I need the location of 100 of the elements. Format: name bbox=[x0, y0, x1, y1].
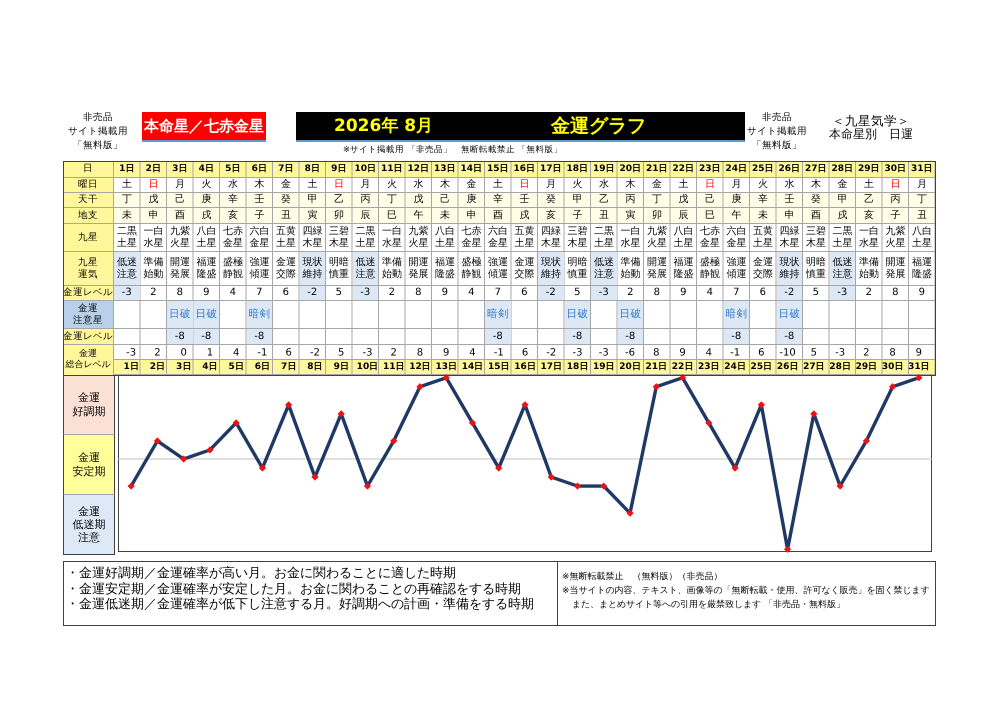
text: 九星運気 bbox=[78, 257, 98, 280]
text: 庚 bbox=[731, 194, 742, 206]
text: 金運安定期 bbox=[72, 451, 106, 478]
text: 二黒土星 bbox=[594, 226, 614, 250]
text: 5 bbox=[812, 287, 819, 299]
text: 二黒土星 bbox=[116, 226, 137, 250]
text: また、まとめサイト等への引用を厳禁致します 「非売品・無料版」 bbox=[572, 599, 845, 611]
text: 九紫火星 bbox=[408, 226, 428, 250]
text: 日破 bbox=[168, 308, 191, 321]
text: 申 bbox=[784, 210, 794, 222]
point bbox=[889, 383, 896, 390]
text: 乙 bbox=[598, 194, 609, 206]
text: 本命星別 日運 bbox=[828, 127, 914, 142]
text: 6 bbox=[760, 287, 766, 299]
point bbox=[758, 401, 765, 408]
x-tick-label: 21日 bbox=[646, 360, 668, 372]
text: -2 bbox=[546, 287, 556, 299]
text: 5 bbox=[336, 287, 342, 299]
data-label: 2 bbox=[390, 348, 397, 359]
text: ・金運安定期／金運確率が安定した月。お金に関わることの再確認をする時期 bbox=[66, 582, 521, 597]
data-label: 9 bbox=[443, 348, 450, 359]
text: 6 bbox=[282, 287, 289, 299]
text: -8 bbox=[784, 330, 794, 342]
text: 丁 bbox=[122, 194, 132, 206]
text: 壬 bbox=[254, 194, 264, 206]
text: 9 bbox=[442, 287, 448, 299]
x-tick-label: 10日 bbox=[356, 360, 378, 372]
text: 水 bbox=[784, 179, 794, 191]
text: 土 bbox=[864, 179, 874, 191]
text: 四緑木星 bbox=[302, 226, 322, 250]
x-tick-label: 4日 bbox=[202, 360, 218, 372]
text: 三碧木星 bbox=[328, 226, 349, 250]
data-label: -3 bbox=[598, 348, 609, 359]
text: 子 bbox=[572, 210, 582, 222]
text: ＜九星気学＞ bbox=[831, 113, 911, 128]
text: 甲 bbox=[307, 194, 318, 206]
point bbox=[731, 464, 739, 472]
text: 一白水星 bbox=[858, 226, 879, 250]
text: 地支 bbox=[78, 210, 98, 222]
text: 準備始動 bbox=[620, 256, 640, 280]
x-tick-label: 6日 bbox=[254, 360, 270, 372]
point bbox=[364, 482, 372, 490]
x-tick-label: 23日 bbox=[698, 360, 720, 372]
x-tick-label: 8日 bbox=[307, 360, 323, 372]
text: 七赤金星 bbox=[222, 226, 243, 250]
text: サイト掲載用 bbox=[67, 126, 129, 138]
text: 酉 bbox=[492, 210, 503, 222]
x-tick-label: 22日 bbox=[672, 360, 694, 372]
data-label: 6 bbox=[285, 348, 292, 359]
text: 癸 bbox=[280, 194, 291, 206]
data-label: 0 bbox=[180, 348, 187, 359]
point bbox=[258, 464, 266, 472]
point bbox=[416, 383, 424, 390]
text: 乙 bbox=[334, 194, 344, 206]
data-label: -1 bbox=[730, 348, 740, 359]
text: 未 bbox=[122, 210, 132, 222]
text: 8 bbox=[176, 287, 183, 299]
text: 日 bbox=[519, 179, 530, 191]
x-tick-label: 20日 bbox=[619, 360, 641, 372]
text: 寅 bbox=[307, 210, 318, 222]
text: 金運交際 bbox=[752, 256, 773, 280]
text: 三碧木星 bbox=[806, 226, 826, 250]
text: 丁 bbox=[652, 194, 662, 206]
x-tick-label: 1日 bbox=[123, 360, 139, 372]
text: 辛 bbox=[492, 194, 503, 206]
text: 金運総合レベル bbox=[66, 349, 110, 371]
category-label: 16日 bbox=[513, 164, 536, 174]
data-label: 5 bbox=[338, 348, 344, 359]
text: 水 bbox=[228, 179, 238, 191]
text: 丁 bbox=[916, 194, 927, 206]
category-label: 28日 bbox=[831, 164, 854, 174]
text: 天干 bbox=[78, 194, 98, 206]
text: 福運隆盛 bbox=[673, 256, 694, 280]
text: 土 bbox=[307, 179, 318, 191]
x-tick-label: 17日 bbox=[540, 360, 562, 372]
text: 六白金星 bbox=[726, 226, 746, 250]
text: 戌 bbox=[837, 210, 848, 222]
text: 丙 bbox=[625, 194, 636, 206]
category-label: 4日 bbox=[198, 164, 214, 174]
text: 庚 bbox=[201, 194, 212, 206]
x-tick-label: 14日 bbox=[462, 360, 484, 372]
text: 暗剣 bbox=[725, 308, 748, 321]
text: 己 bbox=[704, 194, 715, 206]
text: 三碧木星 bbox=[567, 226, 588, 250]
text: 非売品 bbox=[82, 112, 114, 124]
text: -8 bbox=[492, 330, 503, 342]
text: 6 bbox=[521, 287, 528, 299]
category-label: 25日 bbox=[752, 164, 774, 174]
text: 7 bbox=[733, 287, 740, 299]
text: ※無断転載禁止 （無料版）（非売品） bbox=[562, 571, 722, 583]
text: 4 bbox=[468, 287, 474, 299]
data-label: -3 bbox=[362, 348, 372, 359]
data-label: -1 bbox=[494, 348, 504, 359]
category-label: 12日 bbox=[407, 164, 430, 174]
x-tick-label: 5日 bbox=[228, 360, 244, 372]
text: 火 bbox=[758, 179, 768, 191]
x-tick-label: 12日 bbox=[409, 360, 431, 372]
text: 日破 bbox=[566, 308, 588, 321]
point bbox=[154, 437, 161, 445]
text: 2 bbox=[627, 287, 634, 299]
